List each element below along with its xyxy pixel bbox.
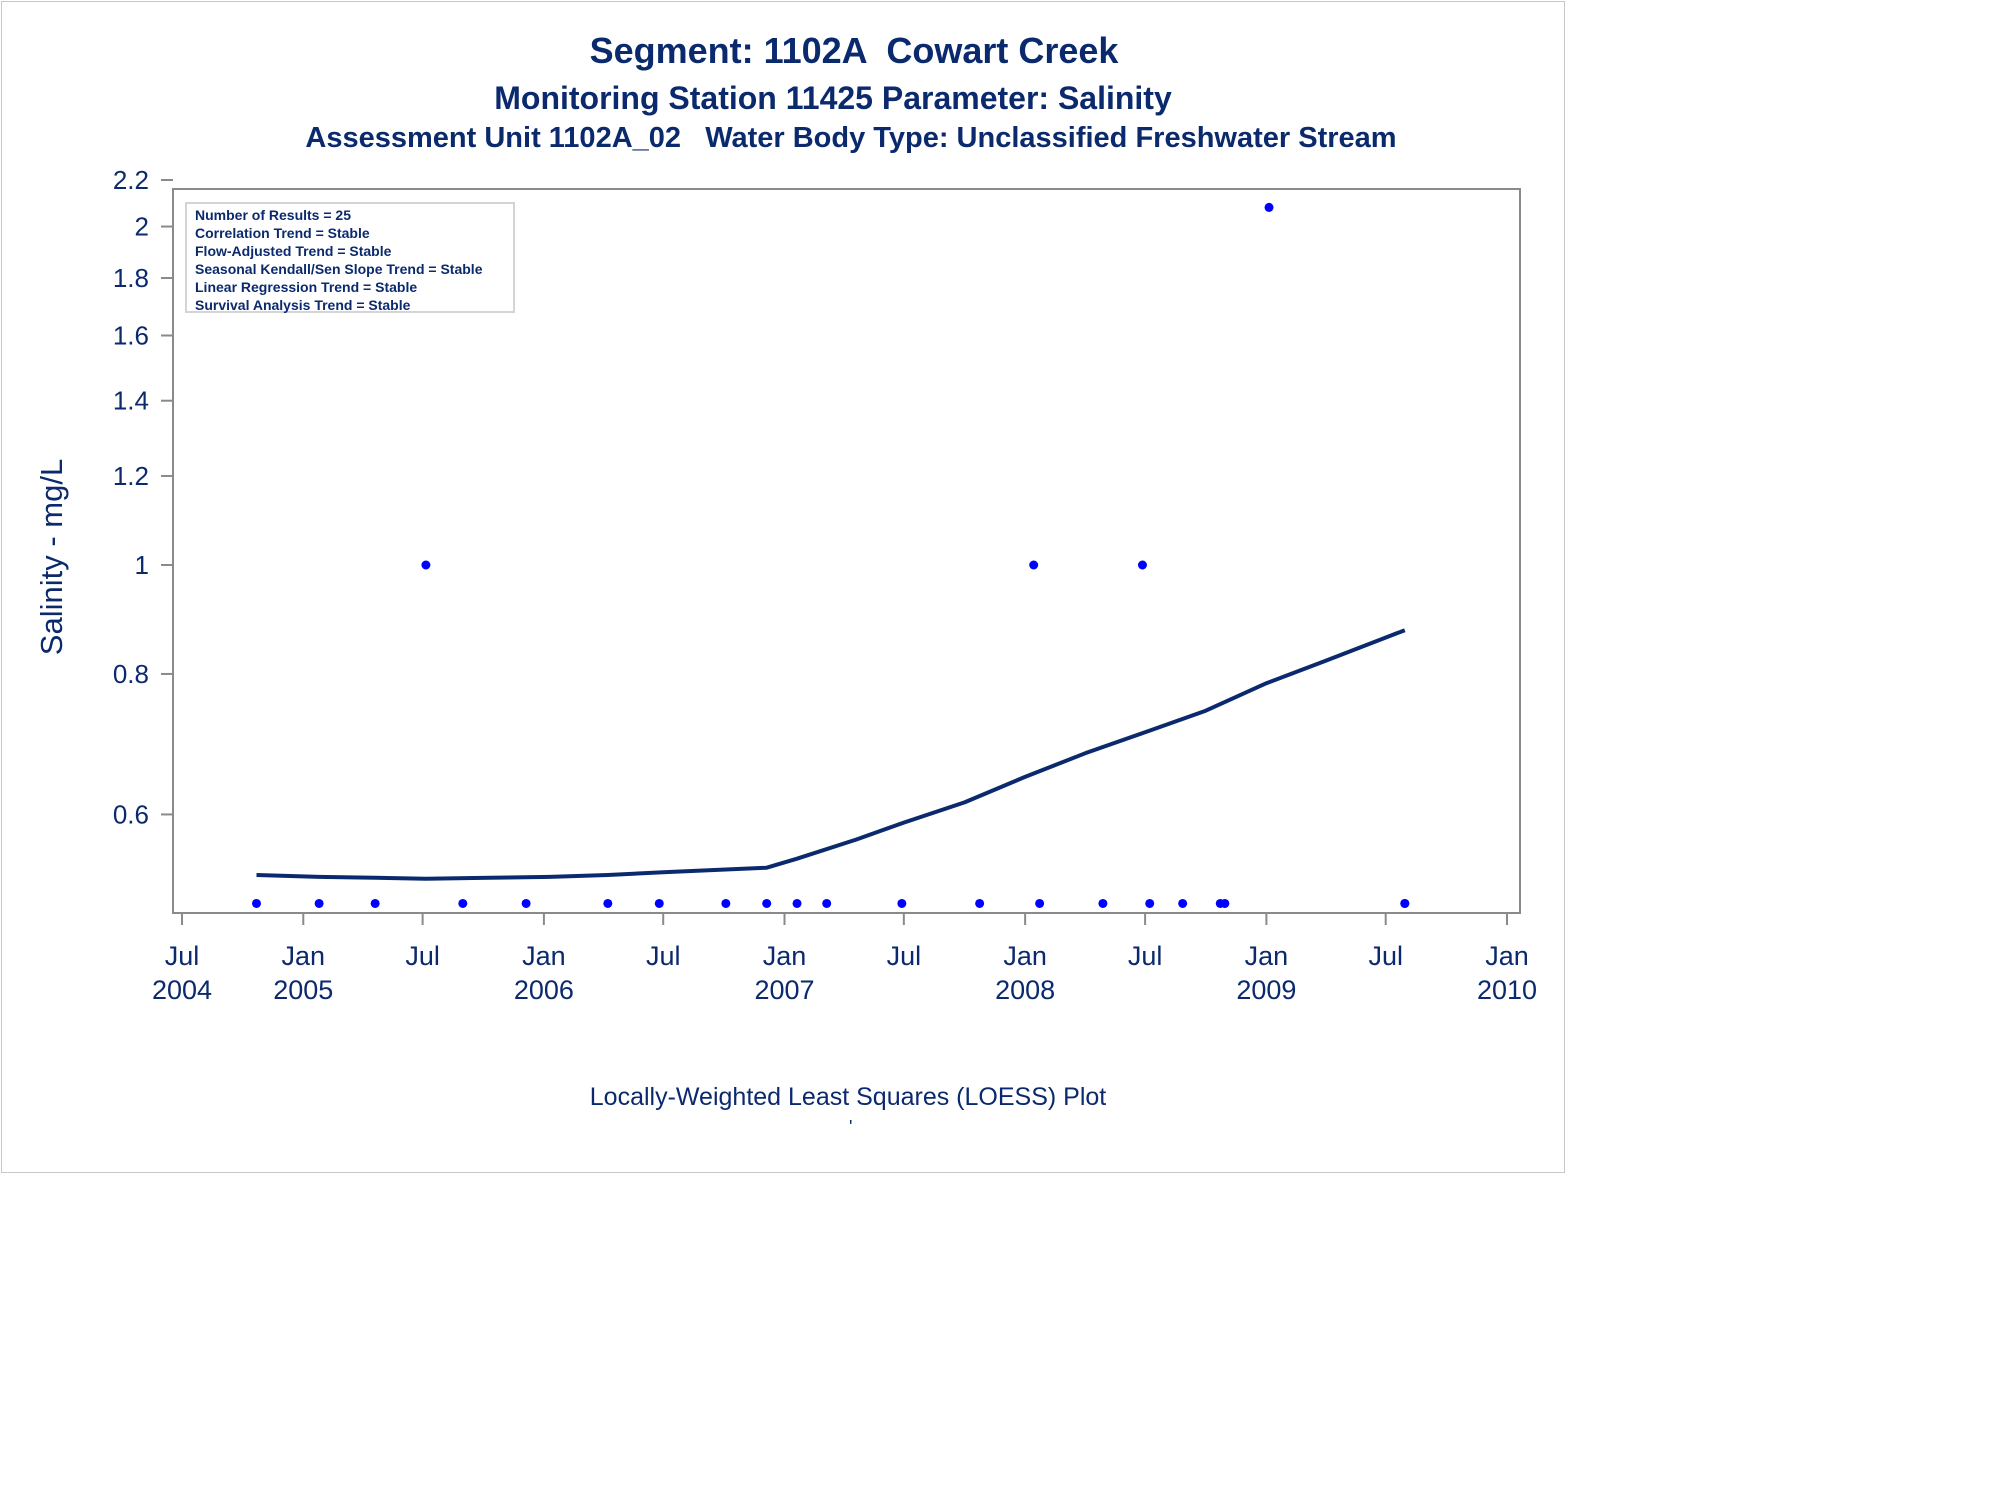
data-point	[822, 898, 832, 908]
y-tick-label: 0.6	[113, 799, 149, 829]
y-tick-label: 1.6	[113, 320, 149, 350]
x-tick-label: Jul	[646, 941, 681, 971]
y-axis-label: Salinity - mg/L	[34, 459, 69, 655]
x-tick-label: Jan	[763, 941, 807, 971]
data-point	[654, 898, 664, 908]
stats-line: Seasonal Kendall/Sen Slope Trend = Stabl…	[195, 261, 483, 277]
data-point	[792, 898, 802, 908]
data-point	[1035, 898, 1045, 908]
x-tick-label: Jan	[1485, 941, 1529, 971]
data-point	[1400, 898, 1410, 908]
x-tick-label: Jul	[405, 941, 440, 971]
data-point	[1137, 560, 1147, 570]
data-point	[458, 898, 468, 908]
x-tick-label: Jan	[1245, 941, 1289, 971]
x-tick-label: Jul	[887, 941, 922, 971]
stats-line: Linear Regression Trend = Stable	[195, 279, 418, 295]
y-tick-label: 2	[135, 212, 149, 242]
x-tick-year-label: 2010	[1477, 975, 1537, 1005]
x-tick-label: Jul	[1368, 941, 1403, 971]
data-point	[251, 898, 261, 908]
y-tick-label: 1.4	[113, 386, 149, 416]
stats-legend-box: Number of Results = 25 Correlation Trend…	[185, 202, 515, 313]
chart-title: Segment: 1102A Cowart Creek	[589, 30, 1119, 71]
x-tick-label: Jan	[1003, 941, 1047, 971]
x-tick-label: Jan	[522, 941, 566, 971]
x-tick-label: Jul	[1128, 941, 1163, 971]
y-tick-label: 2.2	[113, 165, 149, 195]
y-tick-label: 0.8	[113, 659, 149, 689]
plot-area	[172, 188, 1521, 914]
chart-subtitle-2: Assessment Unit 1102A_02 Water Body Type…	[305, 122, 1397, 154]
chart-frame	[1, 1, 1565, 1173]
stats-line: Flow-Adjusted Trend = Stable	[195, 243, 392, 259]
x-tick-label: Jan	[282, 941, 326, 971]
data-point	[370, 898, 380, 908]
data-point	[1215, 898, 1225, 908]
data-point	[721, 898, 731, 908]
x-tick-year-label: 2005	[273, 975, 333, 1005]
stats-line: Survival Analysis Trend = Stable	[195, 297, 411, 313]
chart-subtitle: Monitoring Station 11425 Parameter: Sali…	[494, 80, 1172, 116]
loess-line	[256, 628, 1406, 881]
chart-svg: 0.6 0.8 1 1.2 1.4 1.6 1.8 2 2.2 Salinity - mg/L Ju…	[34, 165, 1537, 1005]
y-tick-label: 1.8	[113, 263, 149, 293]
data-point	[1264, 202, 1274, 212]
x-tick-year-label: 2006	[514, 975, 574, 1005]
data-point	[762, 898, 772, 908]
data-point	[1029, 560, 1039, 570]
data-point	[421, 560, 431, 570]
footnote-mark: '	[849, 1117, 853, 1137]
stats-line: Number of Results = 25	[195, 207, 351, 223]
x-tick-year-label: 2007	[754, 975, 814, 1005]
data-point	[314, 898, 324, 908]
footnote: Locally-Weighted Least Squares (LOESS) P…	[589, 1083, 1107, 1111]
y-tick-label: 1.2	[113, 461, 149, 491]
x-tick-year-label: 2008	[995, 975, 1055, 1005]
data-point	[975, 898, 985, 908]
data-point	[1178, 898, 1188, 908]
x-tick-label: Jul	[165, 941, 200, 971]
x-tick-year-label: 2009	[1236, 975, 1296, 1005]
x-tick-year-label: 2004	[152, 975, 212, 1005]
stats-line: Correlation Trend = Stable	[195, 225, 370, 241]
data-point	[897, 898, 907, 908]
data-point	[1145, 898, 1155, 908]
y-tick-label: 1	[135, 550, 149, 580]
data-point	[521, 898, 531, 908]
data-point	[603, 898, 613, 908]
data-point	[1098, 898, 1108, 908]
